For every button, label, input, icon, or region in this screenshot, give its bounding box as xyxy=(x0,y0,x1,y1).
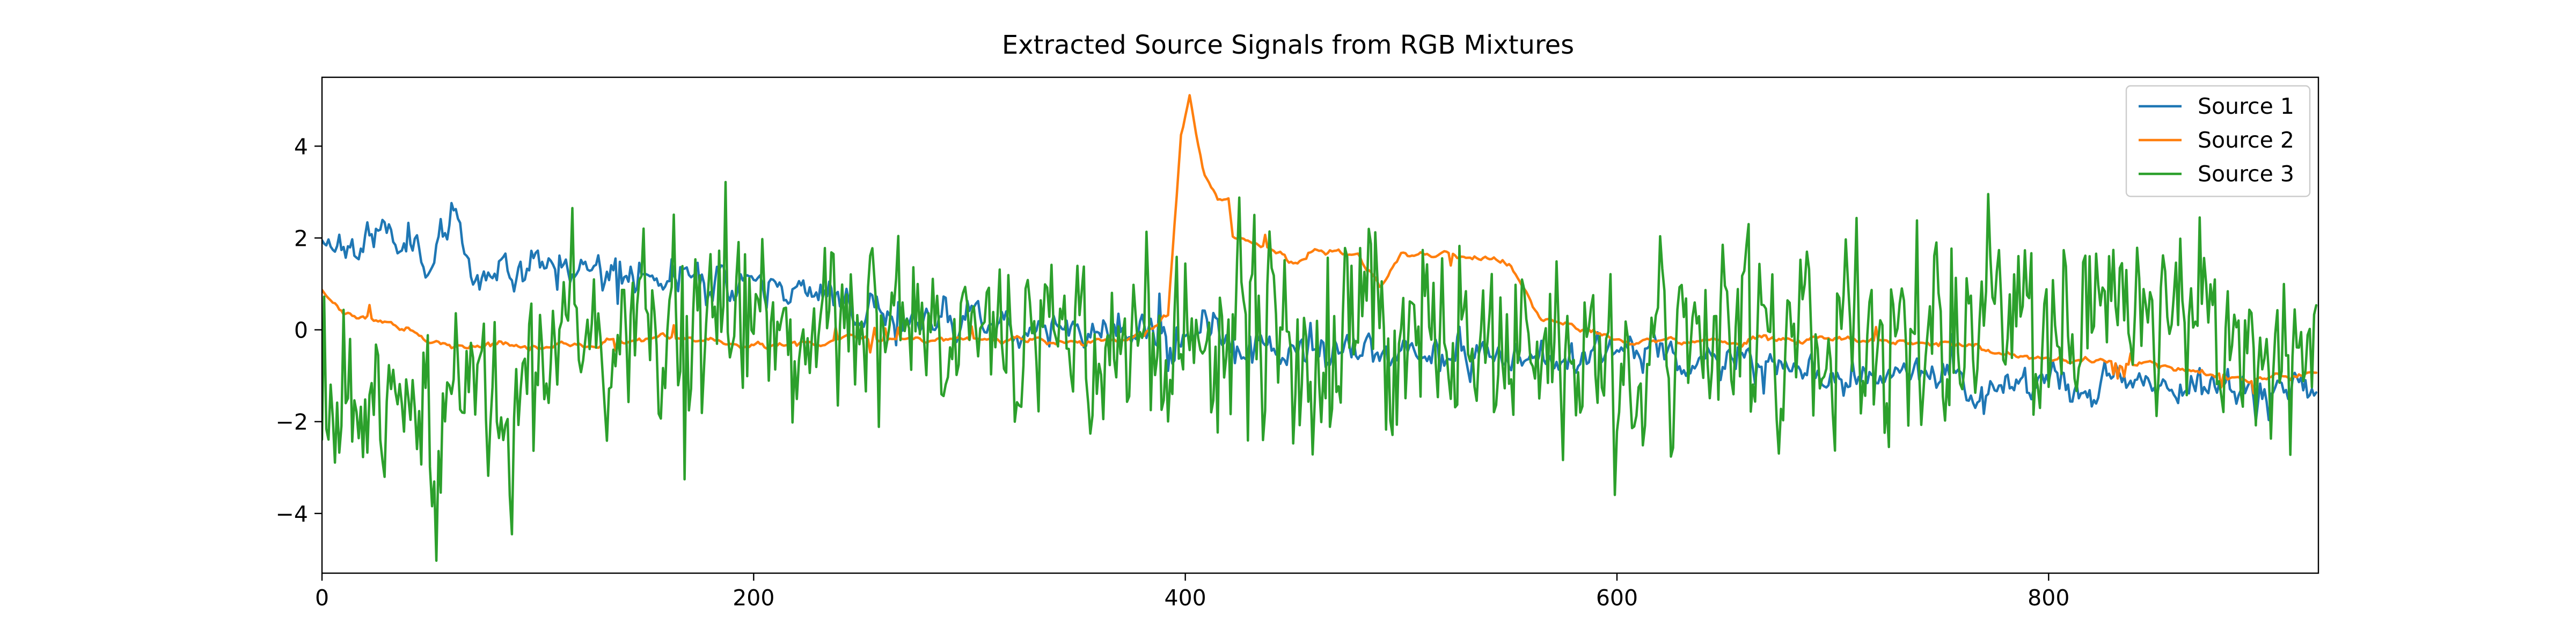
legend-box xyxy=(2125,85,2311,197)
x-axis: 0 200 400 600 800 xyxy=(315,573,2069,611)
series-line-source-3 xyxy=(322,180,2318,562)
y-tick-label: 0 xyxy=(294,318,308,343)
series-line-source-2 xyxy=(322,94,2318,395)
y-axis: −4 −2 0 2 4 xyxy=(276,134,322,527)
x-tick-label: 400 xyxy=(1165,585,1206,611)
plot-frame xyxy=(321,76,2319,574)
y-tick-label: −2 xyxy=(276,409,308,435)
x-tick-label: 0 xyxy=(315,585,329,611)
x-tick-label: 800 xyxy=(2028,585,2069,611)
legend-label-source-3: Source 3 xyxy=(2198,161,2294,187)
y-tick-label: 2 xyxy=(294,225,308,251)
x-tick-label: 600 xyxy=(1596,585,1638,611)
x-tick-label: 200 xyxy=(733,585,774,611)
y-tick-label: 4 xyxy=(294,134,308,159)
legend-label-source-1: Source 1 xyxy=(2198,93,2294,119)
legend-label-source-2: Source 2 xyxy=(2198,127,2294,153)
legend: Source 1 Source 2 Source 3 xyxy=(2125,85,2311,197)
series-layer xyxy=(322,94,2318,562)
chart-title: Extracted Source Signals from RGB Mixtur… xyxy=(1002,30,1574,60)
y-tick-label: −4 xyxy=(276,501,308,527)
